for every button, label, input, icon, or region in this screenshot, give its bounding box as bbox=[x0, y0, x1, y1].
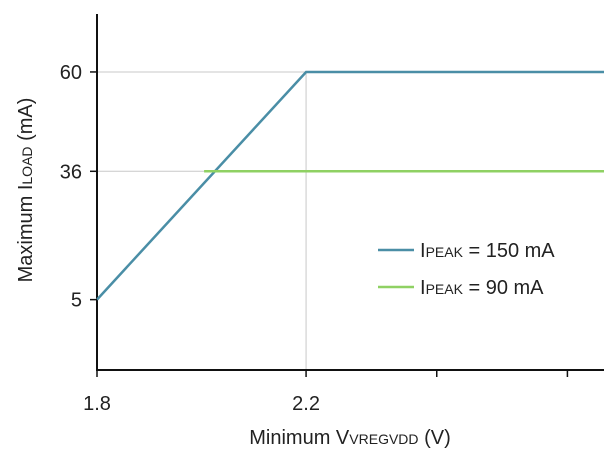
legend-label-0: IPEAK = 150 mA bbox=[420, 240, 555, 262]
tick-labels: 1.8 2.2 5 36 60 bbox=[60, 62, 569, 415]
x-tick-label-1: 2.2 bbox=[292, 393, 320, 415]
reference-lines bbox=[97, 71, 604, 370]
legend-label-1: IPEAK = 90 mA bbox=[420, 277, 544, 299]
legend-label-sub-1: PEAK bbox=[426, 281, 464, 297]
y-tick-label-1: 36 bbox=[60, 161, 82, 183]
series-line-0 bbox=[96, 70, 604, 301]
plot-area bbox=[96, 70, 604, 301]
legend-label-main-1: I bbox=[420, 277, 426, 299]
y-axis-title: Maximum ILOAD (mA) bbox=[15, 98, 37, 283]
axes bbox=[96, 14, 604, 371]
y-tick-label-2: 60 bbox=[60, 62, 82, 84]
x-tick-label-0: 1.8 bbox=[83, 393, 111, 415]
legend-label-sub-0: PEAK bbox=[426, 244, 464, 260]
legend-label-rest-0: = 150 mA bbox=[463, 240, 555, 262]
legend-label-main-0: I bbox=[420, 240, 426, 262]
legend-label-rest-1: = 90 mA bbox=[463, 277, 544, 299]
y-tick-label-0: 5 bbox=[71, 290, 82, 312]
x-axis-title: Minimum VVREGVDD (V) bbox=[249, 427, 450, 449]
